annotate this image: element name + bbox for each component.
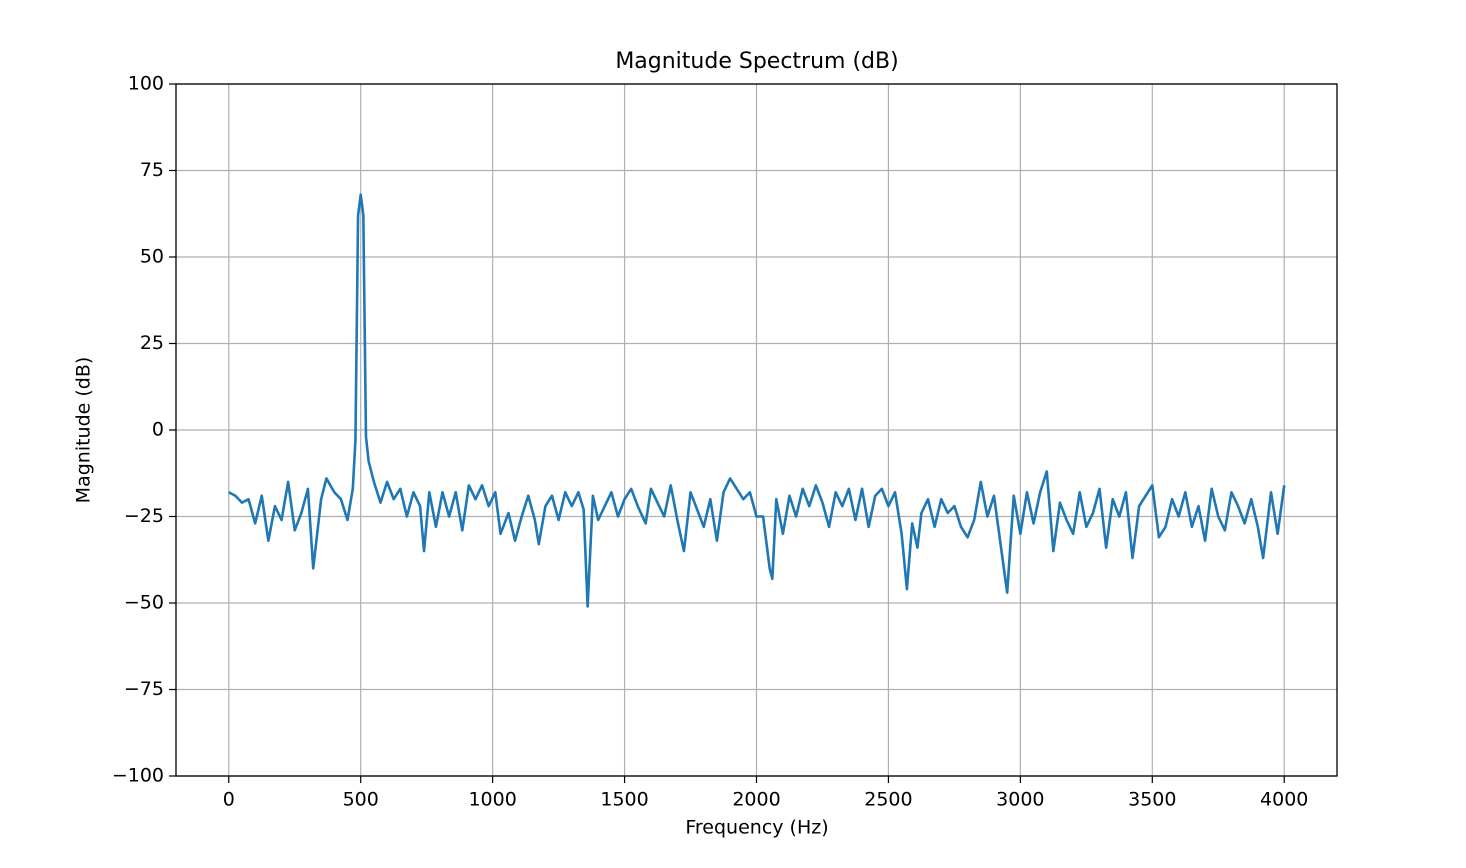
y-tick-label: 0 bbox=[152, 419, 164, 441]
plot-frame bbox=[175, 83, 1338, 777]
x-tick-label: 3000 bbox=[996, 789, 1044, 811]
y-tick-label: 75 bbox=[140, 159, 164, 181]
x-tick-label: 1000 bbox=[468, 789, 516, 811]
x-tick-label: 1500 bbox=[600, 789, 648, 811]
x-tick-label: 2000 bbox=[732, 789, 780, 811]
y-axis-label: Magnitude (dB) bbox=[73, 357, 95, 504]
y-tick-label: −100 bbox=[112, 765, 164, 787]
x-tick-label: 4000 bbox=[1260, 789, 1308, 811]
x-tick-label: 0 bbox=[223, 789, 235, 811]
y-tick-label: −50 bbox=[124, 592, 164, 614]
y-tick-label: 100 bbox=[128, 73, 164, 95]
y-tick-label: −25 bbox=[124, 505, 164, 527]
y-tick-label: 25 bbox=[140, 332, 164, 354]
x-tick-label: 500 bbox=[343, 789, 379, 811]
spectrum-line bbox=[228, 193, 1286, 608]
x-axis-label: Frequency (Hz) bbox=[685, 817, 828, 839]
chart-title: Magnitude Spectrum (dB) bbox=[615, 49, 898, 74]
y-tick-label: −75 bbox=[124, 678, 164, 700]
x-tick-label: 2500 bbox=[864, 789, 912, 811]
y-tick-label: 50 bbox=[140, 246, 164, 268]
x-tick-label: 3500 bbox=[1128, 789, 1176, 811]
